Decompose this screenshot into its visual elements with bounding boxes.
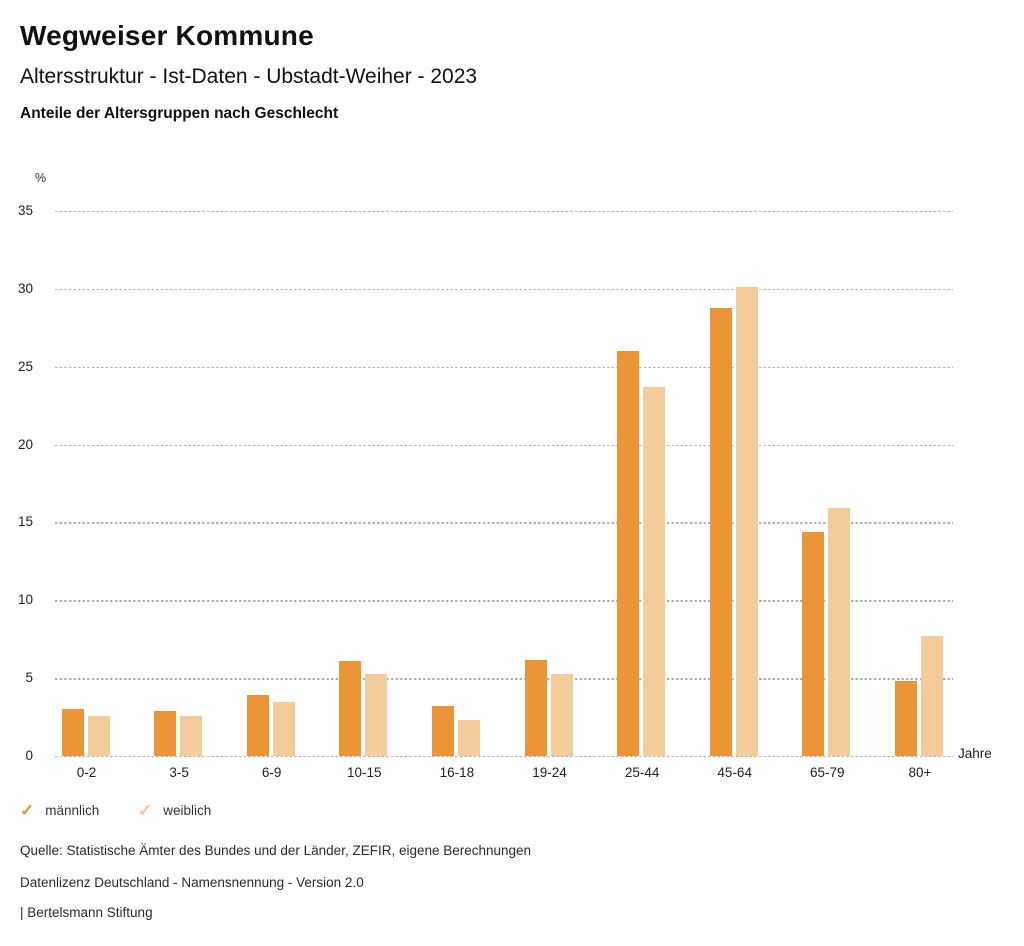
bar-maennlich[interactable]: [154, 710, 177, 756]
y-tick-label: 10: [17, 592, 33, 608]
x-tick-label: 25-44: [624, 765, 660, 780]
bar-maennlich[interactable]: [617, 351, 640, 756]
footer-source: Quelle: Statistische Ämter des Bundes un…: [20, 843, 532, 858]
bar-weiblich[interactable]: [87, 715, 110, 756]
x-tick-label: 10-15: [347, 765, 382, 780]
y-tick-label: 0: [25, 748, 33, 763]
bar-weiblich[interactable]: [828, 508, 851, 756]
x-tick-label: 3-5: [169, 765, 189, 780]
bar-weiblich[interactable]: [365, 673, 388, 756]
bar-group-6-9: [246, 695, 295, 756]
bar-group-10-15: [339, 661, 388, 756]
bar-group-16-18: [431, 706, 480, 756]
bar-group-19-24: [524, 659, 573, 756]
y-tick-label: 35: [17, 203, 33, 218]
bar-weiblich[interactable]: [920, 636, 943, 756]
footer-attribution: | Bertelsmann Stiftung: [20, 905, 153, 920]
bar-group-65-79: [802, 508, 851, 756]
bar-weiblich[interactable]: [272, 701, 295, 756]
gridline: [55, 600, 953, 602]
bar-group-25-44: [617, 351, 666, 756]
legend-item-label: weiblich: [163, 803, 212, 818]
bar-weiblich[interactable]: [457, 720, 480, 756]
bar-weiblich[interactable]: [550, 673, 573, 756]
legend-item-maennlich[interactable]: männlich: [20, 802, 99, 819]
page-subtitle: Altersstruktur - Ist-Daten - Ubstadt-Wei…: [20, 65, 478, 88]
bar-maennlich[interactable]: [894, 681, 917, 756]
bar-weiblich[interactable]: [643, 387, 666, 756]
gridline: [55, 678, 953, 680]
bar-group-80+: [894, 636, 943, 756]
gridline: [55, 366, 953, 369]
x-tick-label: 45-64: [717, 765, 752, 780]
bar-maennlich[interactable]: [61, 709, 84, 756]
y-tick-label: 20: [17, 436, 33, 452]
check-icon: [20, 802, 34, 819]
gridline: [55, 211, 953, 213]
x-tick-label: 16-18: [439, 765, 475, 780]
bar-maennlich[interactable]: [709, 307, 732, 756]
bar-weiblich[interactable]: [180, 715, 203, 756]
bar-maennlich[interactable]: [246, 695, 269, 756]
bar-group-3-5: [154, 710, 203, 756]
bar-maennlich[interactable]: [802, 531, 825, 756]
bar-group-0-2: [61, 709, 110, 756]
x-tick-label: 6-9: [261, 765, 282, 780]
gridline: [55, 522, 953, 524]
bar-maennlich[interactable]: [431, 706, 454, 756]
y-tick-label: 25: [17, 358, 33, 374]
page-title: Wegweiser Kommune: [20, 20, 314, 51]
footer-license: Datenlizenz Deutschland - Namensnennung …: [20, 875, 364, 890]
gridline: [55, 444, 953, 446]
x-tick-label: 19-24: [532, 765, 567, 780]
bar-maennlich[interactable]: [339, 661, 362, 756]
bar-maennlich[interactable]: [524, 659, 547, 756]
y-tick-label: 30: [17, 280, 33, 296]
y-tick-label: 5: [25, 670, 33, 686]
check-icon: [138, 802, 152, 819]
bar-weiblich[interactable]: [735, 287, 758, 756]
x-tick-label: 80+: [908, 765, 932, 780]
gridline: [55, 288, 953, 291]
bar-group-45-64: [709, 287, 758, 756]
legend-item-label: männlich: [45, 803, 100, 818]
legend-item-weiblich[interactable]: weiblich: [138, 802, 211, 819]
y-axis-unit-label: %: [35, 171, 47, 185]
gridline: [55, 756, 953, 758]
chart-caption: Anteile der Altersgruppen nach Geschlech…: [20, 105, 339, 122]
x-axis-unit-label: Jahre: [958, 746, 992, 761]
y-tick-label: 15: [17, 514, 33, 530]
x-tick-label: 0-2: [76, 765, 97, 780]
x-tick-label: 65-79: [810, 765, 845, 780]
